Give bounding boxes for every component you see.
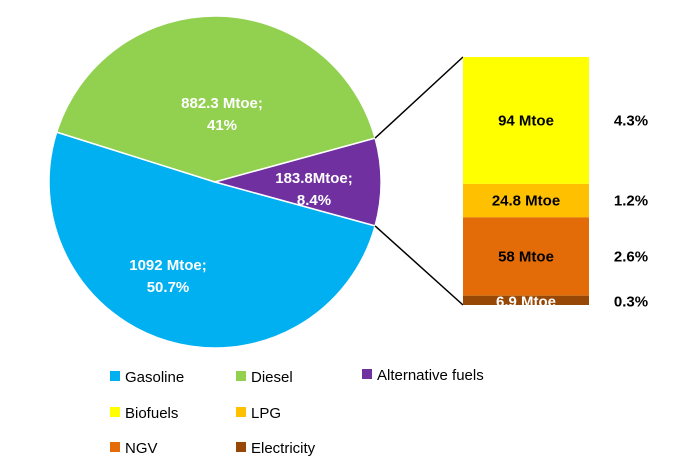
connector-line-top	[374, 56, 464, 139]
legend-label-electricity: Electricity	[251, 440, 316, 457]
pie-label-alternative-fuels: 183.8Mtoe;	[275, 170, 353, 187]
legend-swatch-ngv	[110, 442, 120, 452]
pie-slice-alternative-fuels	[212, 137, 382, 227]
connector-line-bottom	[374, 225, 464, 306]
legend-swatch-alternative-fuels	[362, 369, 372, 379]
connector-lines	[374, 56, 464, 306]
pie-percent-gasoline: 50.7%	[147, 279, 190, 296]
breakdown-bar: 94 Mtoe 4.3% 24.8 Mtoe 1.2% 58 Mtoe 2.6% 6.9 M…	[463, 57, 648, 310]
legend-label-biofuels: Biofuels	[125, 405, 178, 422]
legend-swatch-diesel	[236, 371, 246, 381]
legend-label-diesel: Diesel	[251, 369, 293, 386]
legend-label-alternative-fuels: Alternative fuels	[377, 367, 484, 384]
bar-percent-ngv: 2.6%	[614, 249, 648, 266]
bar-label-ngv: 58 Mtoe	[498, 249, 554, 266]
bar-label-electricity: 6.9 Mtoe	[496, 293, 556, 310]
pie-label-gasoline: 1092 Mtoe;	[129, 257, 207, 274]
main-pie: 1092 Mtoe; 50.7% 882.3 Mtoe; 41% 183.8Mtoe; 8…	[48, 15, 382, 349]
legend-swatch-gasoline	[110, 371, 120, 381]
pie-label-diesel: 882.3 Mtoe;	[181, 95, 263, 112]
bar-segment-lpg	[463, 183, 589, 218]
bar-percent-biofuels: 4.3%	[614, 112, 648, 129]
legend-label-lpg: LPG	[251, 405, 281, 422]
bar-label-biofuels: 94 Mtoe	[498, 112, 554, 129]
legend-swatch-lpg	[236, 407, 246, 417]
bar-percent-electricity: 0.3%	[614, 293, 648, 310]
legend-label-ngv: NGV	[125, 440, 158, 457]
bar-segment-ngv	[463, 217, 589, 296]
bar-percent-lpg: 1.2%	[614, 193, 648, 210]
legend: Gasoline Diesel Alternative fuels Biofuels L…	[110, 367, 484, 457]
legend-label-gasoline: Gasoline	[125, 369, 184, 386]
legend-swatch-electricity	[236, 442, 246, 452]
legend-swatch-biofuels	[110, 407, 120, 417]
bar-segment-biofuels	[463, 57, 589, 184]
pie-percent-alternative-fuels: 8.4%	[297, 192, 331, 209]
pie-slice-diesel	[55, 15, 377, 183]
bar-label-lpg: 24.8 Mtoe	[492, 193, 560, 210]
pie-percent-diesel: 41%	[207, 117, 237, 134]
pie-slice-gasoline	[48, 131, 377, 349]
bar-segment-electricity	[463, 295, 589, 305]
